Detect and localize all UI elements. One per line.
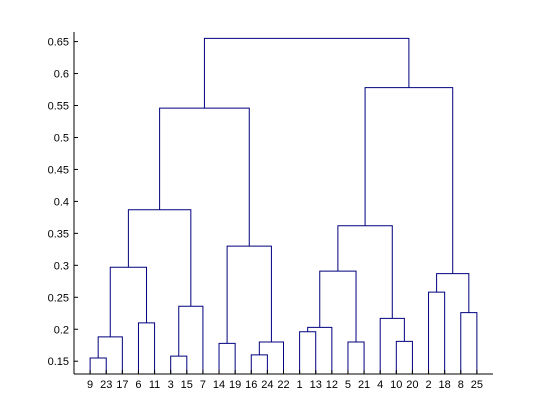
leaf-label-19: 19 <box>229 379 241 391</box>
dendrogram-link-c22 <box>436 273 470 313</box>
leaf-label-1: 1 <box>297 379 303 391</box>
leaf-label-24: 24 <box>261 379 273 391</box>
x-axis-leaf-labels: 9 23 17 6 11 3 15 7 14 19 16 24 22 1 13 12 5 21 4 10 20 2 18 8 2… <box>87 370 483 391</box>
dendrogram-link-c19 <box>337 225 393 319</box>
dendrogram-link-c1 <box>89 357 107 374</box>
dendrogram-link-c16 <box>319 270 357 343</box>
leaf-label-15: 15 <box>181 379 193 391</box>
leaf-label-12: 12 <box>326 379 338 391</box>
y-tick-label: 0.5 <box>54 132 69 144</box>
leaf-label-20: 20 <box>406 379 418 391</box>
dendrogram-link-c23 <box>364 87 454 274</box>
leaf-label-4: 4 <box>377 379 383 391</box>
leaf-label-14: 14 <box>213 379 225 391</box>
dendrogram-link-c10 <box>258 341 284 374</box>
dendrogram-link-c14 <box>307 326 333 374</box>
leaf-label-11: 11 <box>149 379 160 391</box>
leaf-label-5: 5 <box>345 379 351 391</box>
leaf-label-23: 23 <box>100 379 112 391</box>
y-tick-label: 0.45 <box>48 164 69 176</box>
y-tick-label: 0.35 <box>48 228 69 240</box>
leaf-label-16: 16 <box>245 379 257 391</box>
leaf-label-18: 18 <box>439 379 451 391</box>
dendrogram-link-c11 <box>226 245 272 344</box>
leaf-label-7: 7 <box>200 379 206 391</box>
leaf-label-3: 3 <box>168 379 174 391</box>
leaf-label-2: 2 <box>425 379 431 391</box>
y-tick-label: 0.15 <box>48 356 69 368</box>
dendrogram-link-c2 <box>97 336 123 374</box>
leaf-label-25: 25 <box>471 379 483 391</box>
dendrogram-links <box>89 37 478 374</box>
dendrogram-link-c17 <box>395 340 413 374</box>
leaf-label-13: 13 <box>310 379 322 391</box>
dendrogram-link-c8 <box>250 354 268 374</box>
leaf-label-21: 21 <box>358 379 370 391</box>
y-tick-label: 0.2 <box>54 324 69 336</box>
y-tick-label: 0.4 <box>54 196 69 208</box>
dendrogram-link-c4 <box>109 266 148 337</box>
y-tick-label: 0.3 <box>54 260 69 272</box>
dendrogram-link-c5 <box>170 355 188 374</box>
leaf-label-8: 8 <box>458 379 464 391</box>
leaf-label-22: 22 <box>277 379 289 391</box>
leaf-label-17: 17 <box>116 379 128 391</box>
y-tick-label: 0.6 <box>54 69 69 81</box>
y-tick-label: 0.25 <box>48 292 69 304</box>
y-tick-label: 0.65 <box>48 37 69 49</box>
dendrogram-link-c20 <box>428 291 446 374</box>
leaf-label-6: 6 <box>135 379 141 391</box>
y-axis-ticks: 0.15 0.2 0.25 0.3 0.35 0.4 0.45 0.5 0.55 0.6 0.65 <box>48 37 78 368</box>
y-tick-label: 0.55 <box>48 101 69 113</box>
dendrogram-link-c18 <box>379 317 405 374</box>
dendrogram-link-c24 <box>203 37 410 109</box>
dendrogram-link-c9 <box>218 342 236 374</box>
dendrogram-link-c7 <box>127 209 192 307</box>
dendrogram-link-c15 <box>347 341 365 374</box>
leaf-label-9: 9 <box>87 379 93 391</box>
dendrogram-link-c21 <box>460 312 478 374</box>
leaf-label-10: 10 <box>390 379 402 391</box>
dendrogram-link-c12 <box>159 107 250 247</box>
dendrogram-link-c3 <box>137 322 156 374</box>
dendrogram-link-c6 <box>178 305 204 374</box>
dendrogram-link-c13 <box>299 331 317 374</box>
axes <box>73 32 493 375</box>
